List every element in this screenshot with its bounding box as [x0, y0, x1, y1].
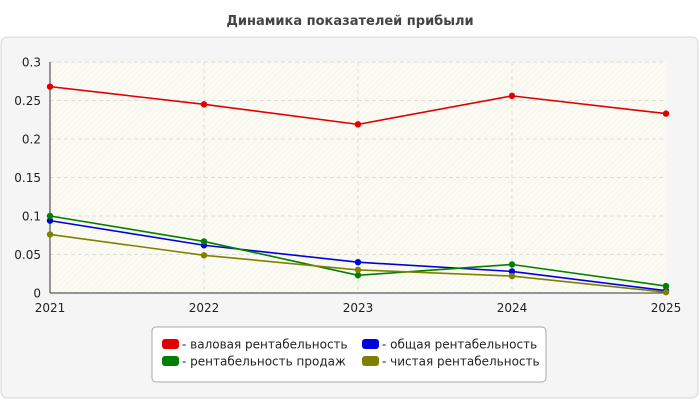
- y-tick-label: 0.05: [14, 248, 41, 262]
- data-point[interactable]: [46, 83, 54, 90]
- data-point[interactable]: [354, 272, 362, 279]
- data-point[interactable]: [508, 92, 516, 100]
- series-1: [46, 83, 670, 128]
- data-point[interactable]: [508, 261, 516, 268]
- legend: - валовая рентабельность - общая рентабел…: [151, 326, 547, 383]
- x-tick-label: 2023: [343, 301, 374, 315]
- data-point[interactable]: [46, 217, 54, 224]
- data-point[interactable]: [354, 266, 362, 274]
- x-tick-label: 2022: [189, 301, 220, 315]
- y-tick-label: 0.3: [22, 56, 41, 70]
- y-tick-label: 0.1: [22, 210, 41, 224]
- x-tick-label: 2025: [651, 301, 682, 315]
- data-point[interactable]: [662, 289, 670, 296]
- legend-item[interactable]: - рентабельность продаж: [162, 355, 346, 369]
- x-tick-label: 2021: [35, 301, 66, 315]
- y-tick-label: 0.2: [22, 133, 41, 147]
- x-tick-labels: 2021 2022 2023 2024 2025: [35, 301, 682, 315]
- legend-swatch: [162, 356, 179, 366]
- legend-label: - рентабельность продаж: [182, 355, 346, 369]
- data-point[interactable]: [354, 121, 362, 128]
- data-point[interactable]: [508, 272, 516, 280]
- legend-item[interactable]: - валовая рентабельность: [162, 338, 348, 352]
- data-point[interactable]: [200, 101, 208, 108]
- series-4: [46, 231, 670, 296]
- legend-box: [151, 326, 547, 383]
- legend-swatch: [362, 339, 379, 349]
- y-tick-labels: 0 0.05 0.1 0.15 0.2 0.25 0.3: [14, 56, 41, 301]
- legend-item[interactable]: - общая рентабельность: [362, 338, 537, 352]
- data-point[interactable]: [46, 231, 54, 238]
- data-point[interactable]: [662, 110, 670, 117]
- series-group: [46, 83, 670, 296]
- data-point[interactable]: [354, 259, 362, 266]
- data-point[interactable]: [200, 238, 208, 245]
- y-tick-label: 0.25: [14, 94, 41, 108]
- data-point[interactable]: [200, 252, 208, 259]
- chart-title: Динамика показателей прибыли: [226, 14, 473, 29]
- legend-swatch: [162, 339, 179, 349]
- y-tick-label: 0: [33, 287, 41, 301]
- legend-label: - чистая рентабельность: [382, 355, 540, 369]
- y-tick-label: 0.15: [14, 171, 41, 185]
- legend-swatch: [362, 356, 379, 366]
- data-point[interactable]: [508, 268, 516, 275]
- legend-label: - валовая рентабельность: [182, 338, 348, 352]
- series-3: [46, 212, 670, 290]
- x-tick-label: 2024: [497, 301, 528, 315]
- legend-label: - общая рентабельность: [382, 338, 537, 352]
- data-point[interactable]: [46, 212, 54, 220]
- data-point[interactable]: [662, 282, 670, 290]
- legend-item[interactable]: - чистая рентабельность: [362, 355, 540, 369]
